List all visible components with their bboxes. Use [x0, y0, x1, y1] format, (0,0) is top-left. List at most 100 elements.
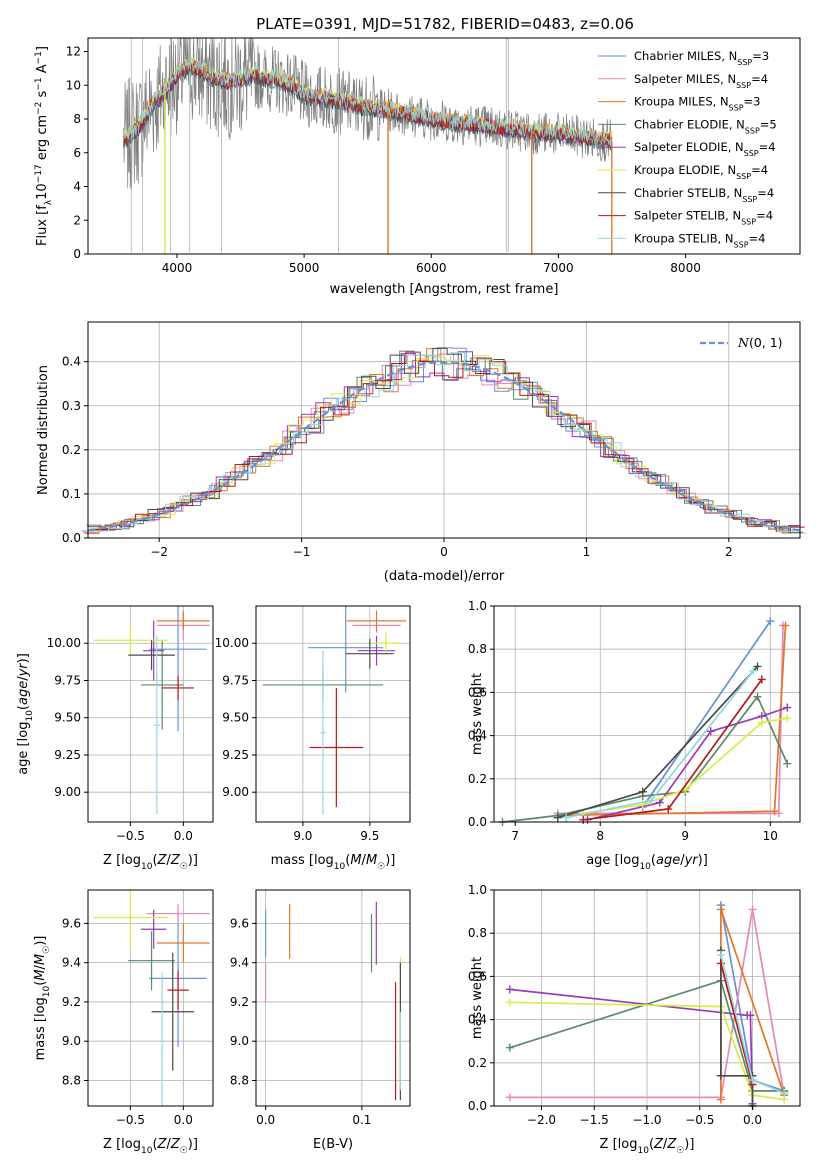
- label-part: (: [651, 853, 656, 868]
- residual-histogram-step: [91, 347, 804, 533]
- mass-weight-marker: [766, 617, 775, 626]
- label-part: −1: [34, 77, 44, 90]
- y-axis-label: mass weight: [470, 957, 485, 1039]
- label-part: 10: [639, 862, 651, 872]
- x-axis-label: Z [log10(Z/Z☉)]: [103, 1137, 198, 1156]
- legend-label-sub: SSP: [736, 172, 751, 181]
- mass-weight-series-line: [587, 706, 788, 821]
- y-tick-label: 0.0: [62, 531, 81, 545]
- x-tick-label: 8000: [670, 261, 701, 275]
- label-part: ☉: [180, 1146, 188, 1156]
- label-part: −17: [34, 164, 44, 183]
- spectrum-panel: 4000 5000 6000 7000 8000 0 2 4 6 8 10 12 Chabrier MI…: [34, 37, 801, 297]
- y-tick-label: 9.75: [222, 673, 249, 687]
- x-tick-label: 9.5: [360, 829, 379, 843]
- x-tick-label: −1.0: [632, 1113, 661, 1127]
- figure-title: PLATE=0391, MJD=51782, FIBERID=0483, z=0…: [256, 15, 634, 33]
- label-part: Z: [653, 1137, 664, 1152]
- mass_vs_ebv-frame: [255, 889, 411, 1107]
- x-tick-label: 2: [725, 545, 733, 559]
- label-part: mass [log: [271, 853, 334, 868]
- y-tick-label: 0.1: [62, 487, 81, 501]
- y-tick-label: 0.3: [62, 399, 81, 413]
- legend-label: Kroupa MILES, NSSP=3: [634, 95, 760, 113]
- label-part: /: [663, 1137, 668, 1152]
- mass-weight-marker: [505, 985, 514, 994]
- y-tick-label: 8: [73, 112, 81, 126]
- x-axis-label: Z [log10(Z/Z☉)]: [600, 1137, 695, 1156]
- spectrum-frame: [87, 37, 801, 255]
- label-part: Z [log: [600, 1137, 638, 1152]
- y-axis-label: Flux [fλ10−17 erg cm−2 s−1 A−1]: [34, 46, 54, 246]
- y-tick-label: 9.00: [54, 785, 81, 799]
- label-part: /: [680, 853, 685, 868]
- x-axis-label: E(B-V): [313, 1137, 353, 1152]
- x-tick-label: 0.1: [352, 1113, 371, 1127]
- age_vs_mass-plot-area: [262, 606, 406, 815]
- y-tick-label: 4: [73, 180, 81, 194]
- mass-weight-marker: [553, 813, 562, 822]
- age_vs_mass-frame: [255, 605, 411, 823]
- mass-weight-series-line: [509, 1001, 785, 1101]
- legend-label-main: Chabrier ELODIE, N: [634, 117, 745, 131]
- legend-label-sub: SSP: [734, 240, 749, 249]
- residual-histogram-step: [94, 352, 807, 534]
- mass-weight-marker: [746, 1011, 755, 1020]
- y-tick-label: 2: [73, 213, 81, 227]
- x-tick-label: 9: [681, 829, 689, 843]
- label-part: A: [35, 64, 50, 77]
- y-axis-label: mass [log10(M/M☉)]: [33, 936, 52, 1061]
- y-tick-label: 9.00: [222, 785, 249, 799]
- label-part: Z: [157, 1137, 168, 1152]
- label-part: Z: [157, 853, 168, 868]
- mass-weight-marker: [753, 692, 762, 701]
- mass-weight-marker: [757, 718, 766, 727]
- label-part: (: [345, 853, 350, 868]
- label-part: E(B-V): [313, 1137, 353, 1152]
- legend-label-tail: =4: [751, 163, 768, 177]
- mass-weight-marker: [716, 905, 725, 914]
- x-tick-label: 1: [583, 545, 591, 559]
- label-part: 10: [334, 862, 346, 872]
- mass_vs_ebv-panel: 0.0 0.1 8.8 9.0 9.2 9.4 9.6 E(B-V): [230, 889, 411, 1152]
- residuals-plot-area: [81, 347, 807, 535]
- label-part: Flux [f: [35, 205, 50, 246]
- x-axis-label: mass [log10(M/M☉)]: [271, 853, 396, 872]
- x-tick-label: −0.5: [685, 1113, 714, 1127]
- mass-weight-series-line: [720, 963, 754, 1085]
- mass-weight-marker: [783, 714, 792, 723]
- y-tick-label: 1.0: [468, 599, 487, 613]
- legend-label-main: Kroupa STELIB, N: [634, 231, 734, 245]
- mass-weight-marker: [716, 1071, 725, 1080]
- x-tick-label: 10: [763, 829, 778, 843]
- y-tick-label: 9.4: [62, 956, 81, 970]
- legend-label-tail: =3: [752, 49, 769, 63]
- y-tick-label: 8.8: [62, 1073, 81, 1087]
- mass-weight-series-line: [509, 979, 785, 1092]
- x-tick-label: 7: [511, 829, 519, 843]
- x-axis-label: Z [log10(Z/Z☉)]: [103, 853, 198, 872]
- y-tick-label: 9.50: [54, 711, 81, 725]
- residual-histogram-step: [81, 347, 794, 533]
- x-tick-label: −1: [293, 545, 311, 559]
- y-tick-label: 0.2: [468, 1056, 487, 1070]
- x-tick-label: 0: [440, 545, 448, 559]
- age_vs_Z-frame: [87, 605, 214, 823]
- residuals-panel: −2 −1 0 1 2 0.0 0.1 0.2 0.3 0.4 N(0, 1) (data-model…: [36, 321, 807, 584]
- y-tick-label: 0.6: [468, 969, 487, 983]
- label-part: (: [152, 1137, 157, 1152]
- label-part: (: [33, 981, 48, 986]
- label-part: (: [152, 853, 157, 868]
- legend-label-sub: SSP: [729, 103, 744, 112]
- y-axis-label: mass weight: [470, 673, 485, 755]
- y-tick-label: 6: [73, 146, 81, 160]
- legend-label-sub: SSP: [741, 217, 756, 226]
- mass-weight-marker: [748, 905, 757, 914]
- mass_vs_Z-frame: [87, 889, 214, 1107]
- mass-weight-marker: [783, 759, 792, 768]
- label-part: /: [16, 676, 31, 681]
- y-tick-label: 9.0: [230, 1034, 249, 1048]
- x-tick-label: −2.0: [527, 1113, 556, 1127]
